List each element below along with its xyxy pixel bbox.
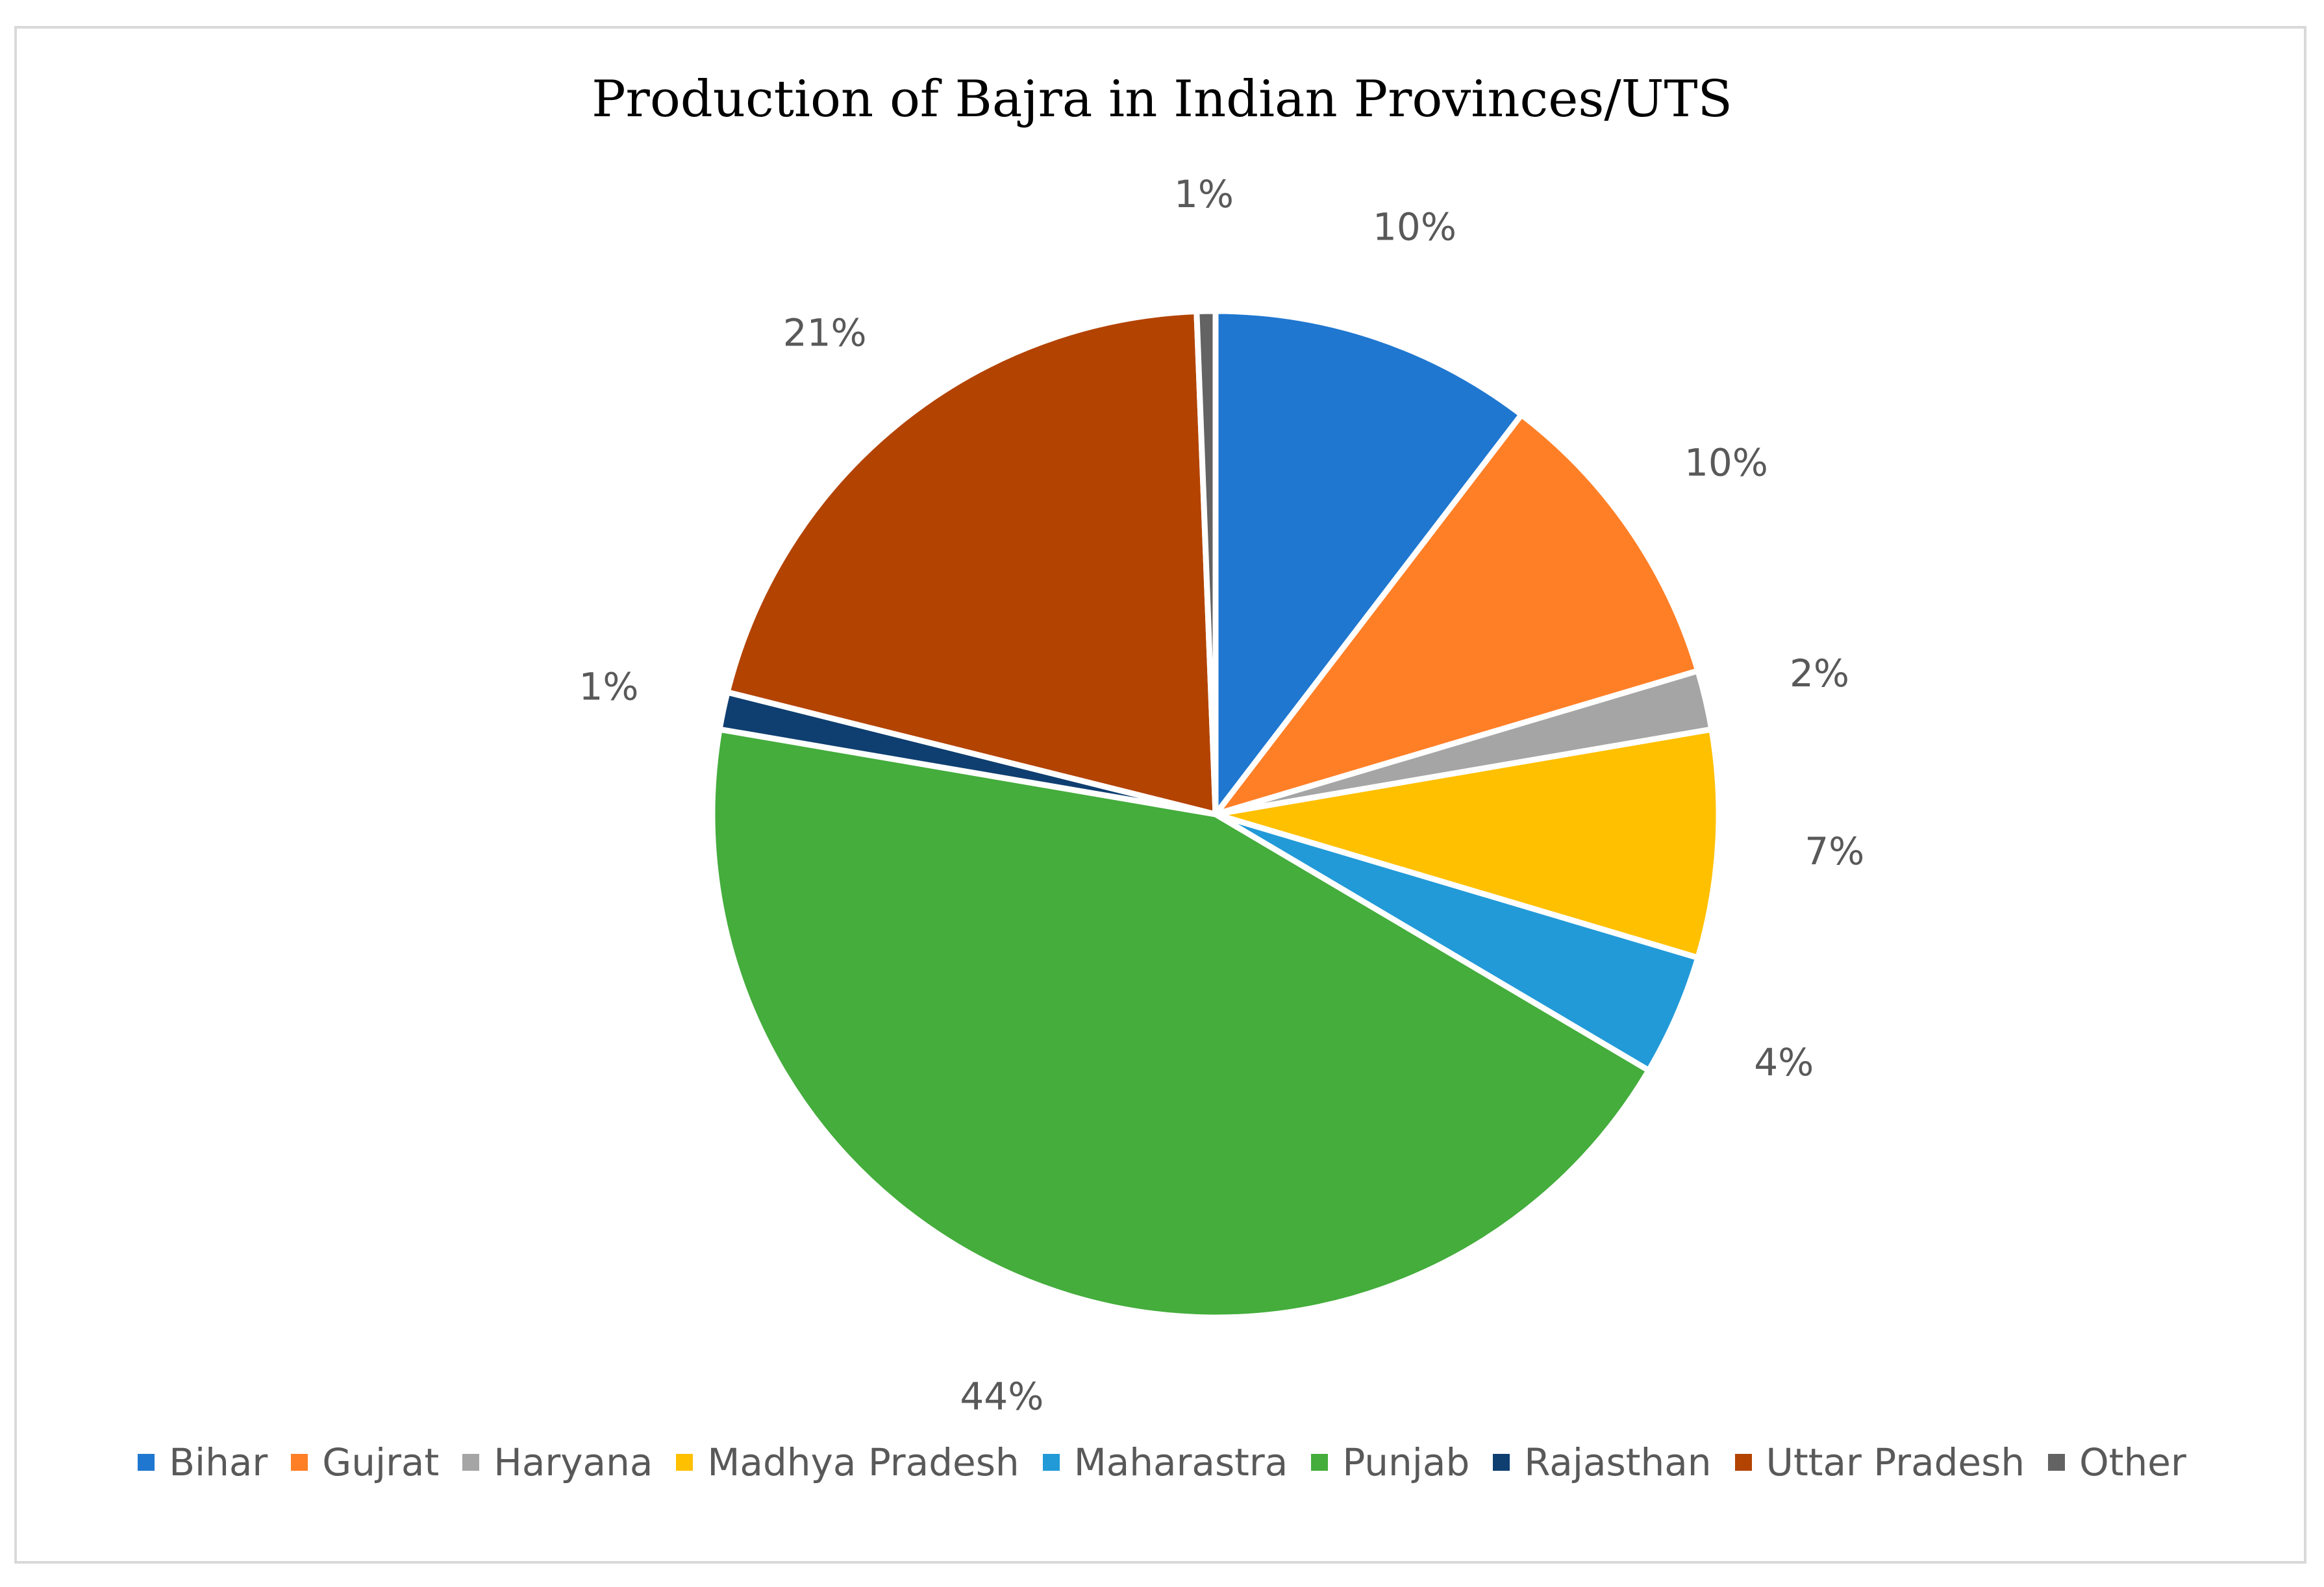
legend-label-haryana: Haryana — [494, 1440, 653, 1484]
legend-swatch-other — [2048, 1454, 2066, 1471]
legend-swatch-punjab — [1311, 1454, 1329, 1471]
legend-item-bihar: Bihar — [138, 1440, 268, 1484]
legend-item-other: Other — [2048, 1440, 2186, 1484]
pie-slice-gujrat — [1212, 412, 1701, 818]
data-label-rajasthan: 1% — [579, 664, 638, 708]
pie-slice-other — [1193, 308, 1219, 818]
data-label-bihar: 10% — [1373, 205, 1456, 249]
legend-label-gujrat: Gujrat — [322, 1440, 440, 1484]
legend-item-uttar-pradesh: Uttar Pradesh — [1734, 1440, 2025, 1484]
data-label-haryana: 2% — [1790, 651, 1849, 695]
pie-slice-madhya-pradesh — [1212, 726, 1722, 961]
legend-label-maharastra: Maharastra — [1073, 1440, 1288, 1484]
legend-swatch-madhya-pradesh — [676, 1454, 693, 1471]
legend-swatch-maharastra — [1042, 1454, 1060, 1471]
legend-swatch-uttar-pradesh — [1734, 1454, 1752, 1471]
legend-item-haryana: Haryana — [462, 1440, 653, 1484]
data-label-madhya-pradesh: 7% — [1805, 829, 1864, 873]
pie-slice-bihar — [1212, 308, 1525, 818]
legend-item-gujrat: Gujrat — [291, 1440, 439, 1484]
chart-title: Production of Bajra in Indian Provinces/… — [592, 70, 1732, 129]
legend-swatch-haryana — [462, 1454, 480, 1471]
legend-item-maharastra: Maharastra — [1042, 1440, 1288, 1484]
legend-item-rajasthan: Rajasthan — [1493, 1440, 1712, 1484]
chart-legend: Bihar Gujrat Haryana Madhya Pradesh Maharast… — [0, 1440, 2324, 1484]
legend-item-punjab: Punjab — [1311, 1440, 1469, 1484]
pie-slice-uttar-pradesh — [724, 308, 1219, 818]
legend-label-rajasthan: Rajasthan — [1524, 1440, 1712, 1484]
legend-label-other: Other — [2079, 1440, 2186, 1484]
data-label-other: 1% — [1174, 172, 1234, 216]
data-label-uttar-pradesh: 21% — [783, 310, 867, 355]
legend-label-uttar-pradesh: Uttar Pradesh — [1766, 1440, 2025, 1484]
legend-label-punjab: Punjab — [1342, 1440, 1470, 1484]
data-label-punjab: 44% — [960, 1374, 1043, 1418]
legend-item-madhya-pradesh: Madhya Pradesh — [676, 1440, 1019, 1484]
legend-label-madhya-pradesh: Madhya Pradesh — [707, 1440, 1019, 1484]
data-label-gujrat: 10% — [1684, 440, 1768, 484]
legend-swatch-bihar — [138, 1454, 155, 1471]
legend-swatch-gujrat — [291, 1454, 308, 1471]
data-label-maharastra: 4% — [1754, 1040, 1814, 1084]
pie-slice-punjab — [709, 726, 1652, 1321]
legend-swatch-rajasthan — [1493, 1454, 1510, 1471]
legend-label-bihar: Bihar — [169, 1440, 268, 1484]
